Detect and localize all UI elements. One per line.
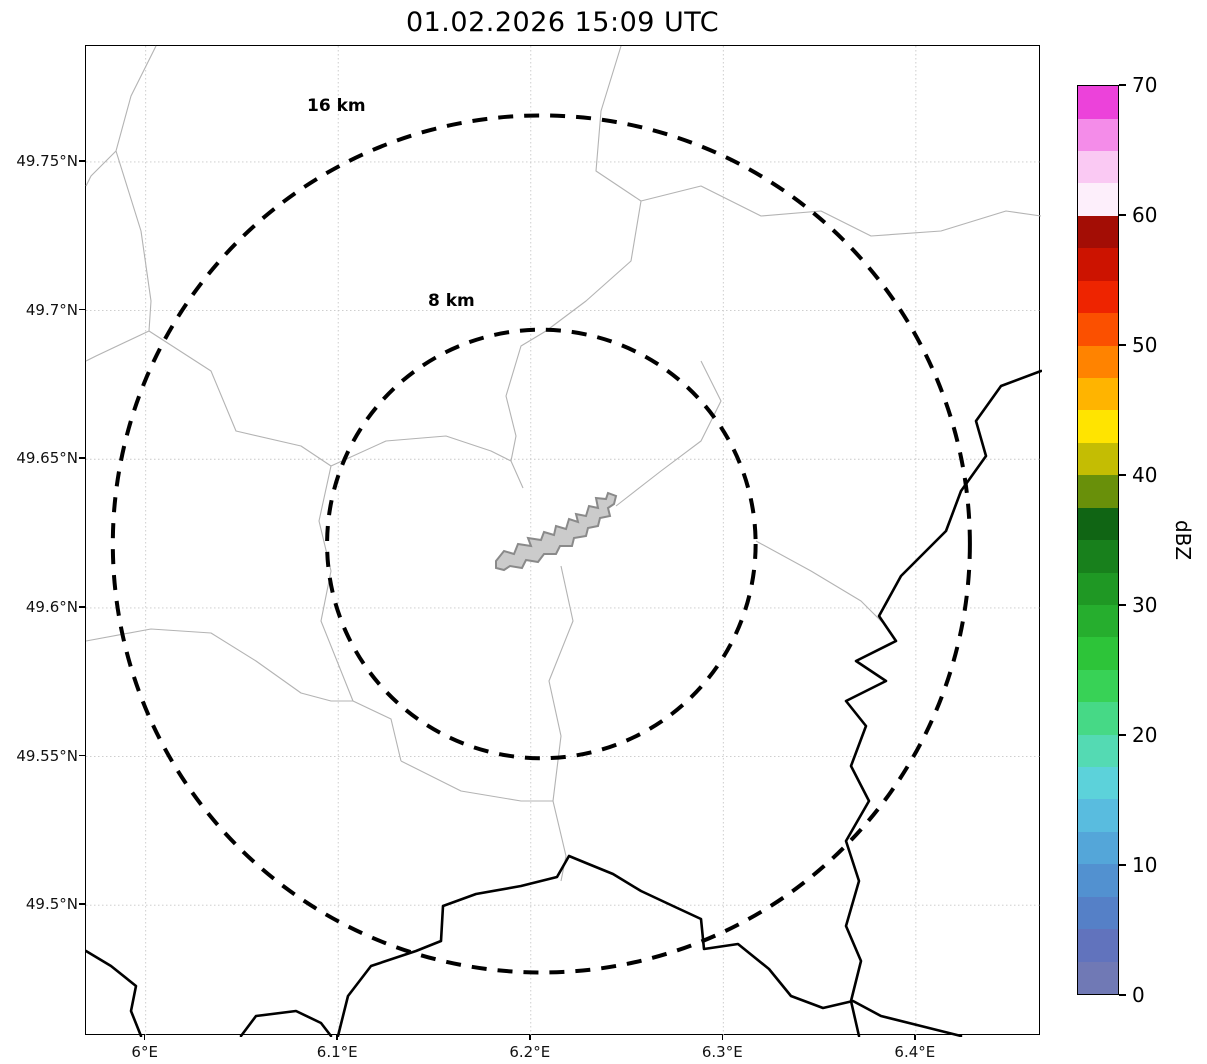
y-tick-label: 49.5°N [25,895,78,914]
colorbar-step [1078,896,1118,930]
colorbar-step [1078,604,1118,638]
colorbar-tick-mark [1119,214,1126,216]
y-tick-mark [79,903,85,905]
admin-boundary-line [318,465,402,762]
y-tick-mark [79,160,85,162]
colorbar-step [1078,86,1118,119]
colorbar-tick-label: 30 [1132,593,1158,617]
x-tick-label: 6.1°E [316,1043,358,1061]
admin-boundary-line [85,150,152,362]
y-tick-mark [79,308,85,311]
colorbar-tick-mark [1119,474,1126,476]
admin-boundary-line [148,330,332,467]
colorbar-axis-label: dBZ [1171,519,1195,561]
colorbar-step [1078,637,1118,670]
colorbar-step [1078,702,1118,735]
admin-boundary-line [85,628,353,702]
admin-boundary-line [85,45,157,187]
colorbar-tick-label: 0 [1132,983,1145,1007]
colorbar-tick-label: 20 [1132,723,1158,747]
x-tick-label: 6.4°E [894,1043,936,1061]
y-tick-mark [79,457,85,459]
colorbar-step [1078,507,1118,541]
river-line [844,369,1042,1037]
colorbar-step [1078,377,1118,411]
colorbar-step [1078,929,1118,962]
colorbar-gradient [1077,85,1119,995]
range-ring-circles [110,113,972,975]
x-tick-mark [721,1035,724,1040]
range-ring-16km [110,113,972,975]
colorbar-tick-label: 50 [1132,333,1158,357]
y-tick-mark [79,606,85,608]
colorbar-step [1078,799,1118,832]
colorbar-tick-mark [1119,344,1126,346]
y-tick-label: 49.7°N [25,300,78,319]
range-ring-8km [325,327,758,761]
border-line [336,854,963,1037]
colorbar-tick-mark [1119,84,1126,86]
colorbar-step [1078,540,1118,573]
admin-boundary-line [615,360,722,507]
admin-boundary-line [330,435,512,467]
x-tick-mark [529,1035,531,1040]
admin-boundary-line [400,760,553,802]
colorbar-step [1078,831,1118,865]
map-canvas [85,45,1042,1037]
gridlines [86,46,1041,1036]
admin-boundary-line [755,540,887,627]
colorbar-step [1078,345,1118,378]
y-tick-label: 49.6°N [25,597,78,616]
colorbar-step [1078,248,1118,281]
x-tick-label: 6°E [131,1043,158,1061]
colorbar-tick-label: 60 [1132,203,1158,227]
colorbar-tick-mark [1119,864,1126,866]
colorbar-tick-mark [1119,604,1126,606]
admin-boundary-line [505,45,642,489]
colorbar-tick-mark [1119,734,1126,736]
admin-boundary-line [548,565,574,882]
border-segment-left [85,949,143,1037]
y-tick-label: 49.75°N [16,151,78,170]
colorbar-step [1078,215,1118,249]
range-ring-label-16km: 16 km [307,95,366,116]
x-tick-mark [914,1035,916,1040]
colorbar-step [1078,767,1118,800]
map-plot: 16 km 8 km [85,45,1042,1037]
figure-title: 01.02.2026 15:09 UTC [405,7,720,38]
border-river-lines [85,369,1042,1037]
x-tick-label: 6.3°E [701,1043,743,1061]
colorbar-step [1078,313,1118,346]
x-tick-mark [143,1035,146,1040]
city-area-polygon [495,491,618,572]
colorbar-step [1078,280,1118,314]
admin-boundary-line [640,185,1042,237]
x-tick-label: 6.2°E [509,1043,551,1061]
colorbar-step [1078,961,1118,994]
y-tick-mark [79,754,85,757]
range-ring-label-8km: 8 km [427,290,475,311]
colorbar-step [1078,183,1118,216]
colorbar: dBZ 0 10 20 30 40 50 60 70 [1077,75,1207,1005]
x-tick-mark [336,1035,338,1040]
colorbar-step [1078,151,1118,184]
colorbar-tick-label: 10 [1132,853,1158,877]
colorbar-step [1078,669,1118,703]
colorbar-step [1078,864,1118,897]
colorbar-step [1078,410,1118,443]
colorbar-step [1078,572,1118,605]
colorbar-tick-mark [1119,994,1126,996]
colorbar-tick-label: 40 [1132,463,1158,487]
border-segment-bottom [239,1009,333,1037]
colorbar-step [1078,734,1118,768]
y-tick-label: 49.65°N [16,449,78,468]
y-tick-label: 49.55°N [16,746,78,765]
colorbar-step [1078,442,1118,476]
colorbar-step [1078,475,1118,508]
colorbar-step [1078,118,1118,152]
admin-boundary-lines [85,45,1042,882]
colorbar-tick-label: 70 [1132,73,1158,97]
